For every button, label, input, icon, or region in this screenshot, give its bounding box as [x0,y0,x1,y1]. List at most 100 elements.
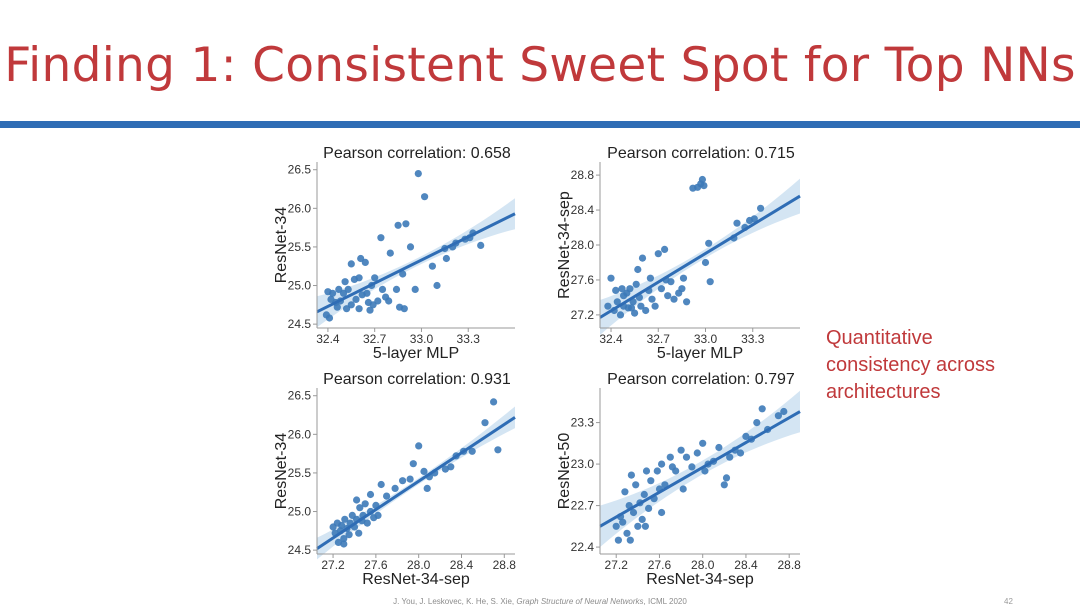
chart-1-point [363,289,371,297]
chart-4-point [621,488,629,496]
chart-1-point [394,221,402,229]
chart-1-point [341,278,349,286]
chart-1-point [371,274,379,282]
chart-3-point [345,531,353,539]
chart-2-x-axis-label: 5-layer MLP [657,345,743,362]
page-number: 42 [1004,597,1013,606]
chart-2-point [616,311,625,319]
slide-title: Finding 1: Consistent Sweet Spot for Top… [4,38,1076,93]
chart-3-y-tick-label: 26.0 [288,427,312,441]
side-note: Quantitative consistency across architec… [826,325,1066,406]
chart-2-regression-line [599,194,801,319]
chart-3-point [447,463,455,471]
chart-1-point [329,289,337,297]
chart-2-point [612,286,620,294]
chart-4-point [679,485,687,493]
chart-4-point [780,407,788,416]
chart-4-point [666,453,674,461]
chart-2-point [679,274,688,282]
chart-4-point [640,490,648,499]
chart-3-point [356,504,364,512]
chart-3-point [409,460,417,468]
chart-3-point [468,447,476,455]
chart-1-point [402,220,410,228]
chart-2-y-axis-label: ResNet-34-sep [556,191,573,299]
chart-1-point [399,270,407,278]
chart-3-point [415,442,423,450]
chart-3-point [490,398,498,406]
chart-3-x-tick-label: 28.0 [407,558,431,572]
chart-2-point [750,215,758,223]
chart-2-point [638,254,647,262]
chart-3-point [420,467,428,475]
chart-2-point [700,182,708,190]
chart-1-point [366,306,374,314]
chart-4-point [753,419,761,427]
chart-4-point [627,471,636,479]
chart-4-point [758,405,766,413]
chart-1-point [344,285,352,293]
chart-3-point [441,465,449,473]
chart-3-y-tick-label: 26.5 [288,389,312,403]
chart-4-y-tick-label: 23.0 [571,457,595,471]
side-note-line-2: consistency across [826,354,995,376]
chart-1-point [400,305,408,313]
chart-4-point [653,467,661,475]
chart-1-point [378,285,387,293]
chart-3-point [481,419,489,427]
chart-4-point [626,536,634,544]
chart-2-y-tick-label: 27.2 [571,308,595,322]
chart-1-point [352,295,360,303]
chart-2-x-tick-label: 32.7 [647,332,671,346]
chart-1-y-tick-label: 25.5 [288,240,312,254]
chart-4-point [672,467,680,475]
chart-4-point [658,460,666,468]
chart-4-point [632,481,640,489]
chart-2-title: Pearson correlation: 0.715 [607,145,795,162]
chart-3-point [423,484,431,492]
chart-2-point [670,295,678,303]
chart-3-x-axis-label: ResNet-34-sep [362,571,470,588]
citation-authors: J. You, J. Leskovec, K. He, S. Xie, [393,597,517,606]
chart-3-point [494,446,502,454]
chart-3-point [399,477,407,485]
chart-2-point [627,304,636,312]
chart-3-x-tick-label: 27.2 [321,558,345,572]
citation-title: Graph Structure of Neural Networks [516,597,644,606]
chart-2-point [698,175,707,184]
chart-1-point [355,305,363,313]
chart-3-point [361,500,369,508]
chart-2-point [642,306,650,315]
chart-2-point [661,245,669,253]
chart-4-point [701,467,709,475]
chart-2-x-tick-label: 33.0 [694,332,718,346]
chart-2-point [654,250,662,258]
chart-1-point [377,234,385,242]
chart-1-regression-line [316,212,516,314]
chart-3: 27.2 27.6 28.0 28.4 28.8 24.5 25.0 25.5 26.0 26.5… [273,371,516,588]
chart-1-y-tick-label: 24.5 [288,317,312,331]
chart-4-point [614,536,623,544]
chart-4-point [722,474,731,482]
chart-2-point [706,278,714,286]
chart-4-y-tick-label: 22.7 [571,499,595,513]
chart-1-point [333,303,341,311]
chart-3-point [374,511,382,519]
chart-2-point [631,309,639,317]
chart-4-x-tick-label: 28.8 [778,558,802,572]
chart-4-point [693,449,701,457]
chart-4-point [742,432,750,440]
chart-2-point [705,239,713,247]
chart-2-point [626,285,634,293]
chart-4-point [715,443,723,452]
chart-3-y-tick-label: 25.5 [288,466,312,480]
chart-4-point [645,504,653,512]
chart-1: 32.4 32.7 33.0 33.3 24.5 25.0 25.5 26.0 26.5 Pear… [273,145,516,362]
chart-3-point [334,538,342,547]
chart-4-point [641,522,650,530]
chart-3-point [406,475,414,483]
chart-2-point [634,265,642,274]
chart-4-x-tick-label: 28.0 [691,558,715,572]
chart-3-y-tick-label: 25.0 [288,505,312,519]
citation-venue: , ICML 2020 [643,597,687,606]
